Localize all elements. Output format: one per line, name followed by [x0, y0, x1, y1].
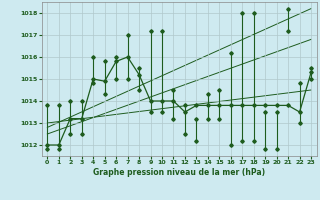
X-axis label: Graphe pression niveau de la mer (hPa): Graphe pression niveau de la mer (hPa) — [93, 168, 265, 177]
